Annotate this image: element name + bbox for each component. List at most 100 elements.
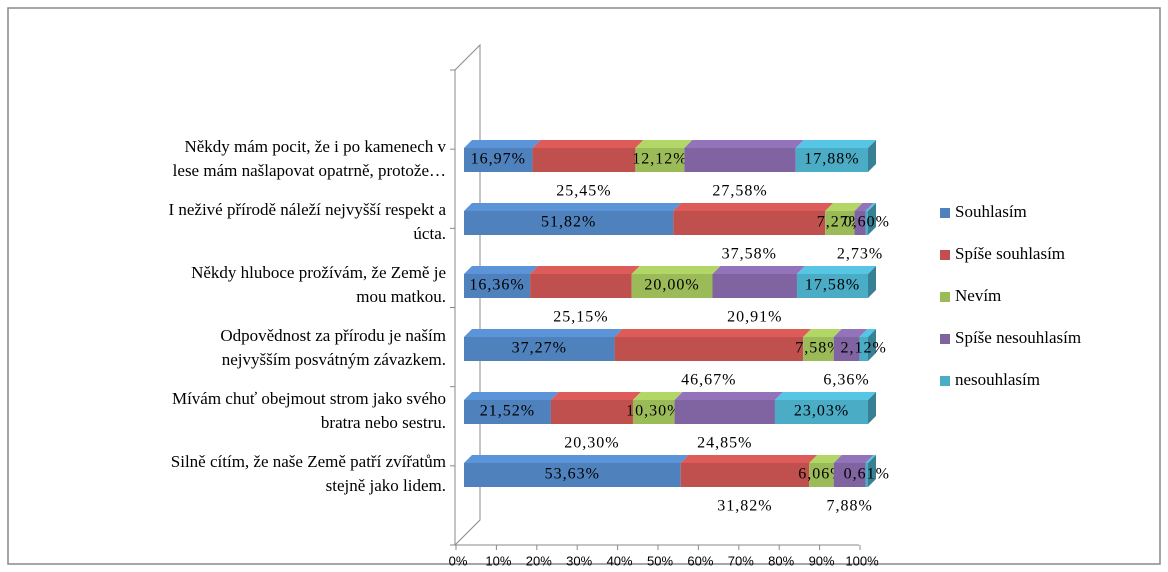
bar	[674, 400, 775, 424]
bar-top	[550, 392, 641, 400]
x-tick-label: 100%	[845, 553, 879, 568]
data-label: 10,30%	[626, 403, 681, 420]
x-tick-label: 40%	[607, 553, 633, 568]
x-tick-label: 30%	[566, 553, 592, 568]
bar-top	[865, 455, 876, 463]
bar-top	[635, 140, 693, 148]
category-label: I neživé přírodě náleží nejvyšší respekt…	[168, 200, 446, 219]
bar	[865, 211, 868, 235]
bar-end	[868, 392, 876, 424]
category-label: lese mám našlapovat opatrně, protože…	[173, 161, 446, 180]
data-label: 53,63%	[545, 466, 600, 483]
bar	[865, 463, 868, 487]
legend-swatch	[940, 292, 950, 302]
data-label: 6,36%	[823, 372, 869, 389]
data-label: 31,82%	[717, 498, 772, 515]
bar-top	[825, 203, 863, 211]
bar	[464, 148, 533, 172]
bar	[795, 148, 868, 172]
x-tick-label: 90%	[809, 553, 835, 568]
bar	[684, 148, 796, 172]
legend-label: Souhlasím	[955, 202, 1027, 221]
bar	[825, 211, 855, 235]
bar-end	[868, 455, 876, 487]
bar	[680, 463, 810, 487]
x-tick-label: 70%	[728, 553, 754, 568]
legend-swatch	[940, 250, 950, 260]
bar	[614, 337, 804, 361]
category-label: Odpovědnost za přírodu je naším	[220, 326, 446, 345]
bar-top	[774, 392, 876, 400]
legend-label: nesouhlasím	[955, 370, 1040, 389]
bar-top	[530, 266, 640, 274]
legend-label: Spíše souhlasím	[955, 244, 1065, 263]
data-label: 20,91%	[727, 309, 782, 326]
bar-top	[631, 266, 721, 274]
data-label: 7,58%	[795, 340, 841, 357]
bar-top	[464, 392, 559, 400]
bar-top	[684, 140, 804, 148]
data-label: 23,03%	[794, 403, 849, 420]
category-label: mou matkou.	[356, 287, 446, 306]
data-label: 6,06%	[798, 466, 844, 483]
data-label: 7,88%	[826, 498, 872, 515]
bar-top	[614, 329, 812, 337]
bar-top	[532, 140, 644, 148]
data-label: 17,58%	[805, 277, 860, 294]
bar-top	[796, 266, 876, 274]
data-label: 37,27%	[512, 340, 567, 357]
bar-top	[674, 392, 783, 400]
bar-top	[809, 455, 842, 463]
data-label: 0,61%	[844, 466, 890, 483]
legend-swatch	[940, 334, 950, 344]
bar-top	[464, 455, 689, 463]
data-label: 16,36%	[469, 277, 524, 294]
x-tick-label: 80%	[768, 553, 794, 568]
bar	[464, 463, 681, 487]
bar-end	[868, 140, 876, 172]
bar	[635, 148, 685, 172]
bar	[774, 400, 868, 424]
bar-top	[680, 455, 818, 463]
bar-top	[859, 329, 876, 337]
bar-top	[673, 203, 834, 211]
bar	[673, 211, 826, 235]
bar-top	[464, 329, 623, 337]
bar	[859, 337, 868, 361]
legend-swatch	[940, 376, 950, 386]
data-label: 0,60%	[844, 214, 890, 231]
bar	[854, 211, 866, 235]
bar	[464, 337, 615, 361]
bar	[632, 400, 675, 424]
legend-label: Nevím	[955, 286, 1001, 305]
legend-label: Spíše nesouhlasím	[955, 328, 1081, 347]
bar-end	[868, 266, 876, 298]
bar-top	[464, 266, 539, 274]
bar-top	[854, 203, 874, 211]
bar	[532, 148, 636, 172]
bar-end	[868, 203, 876, 235]
x-tick-label: 60%	[687, 553, 713, 568]
bar-top	[712, 266, 805, 274]
bar	[464, 400, 551, 424]
data-label: 37,58%	[722, 246, 777, 263]
category-label: nejvyšším posvátným závazkem.	[222, 350, 446, 369]
bar	[550, 400, 633, 424]
bar	[530, 274, 632, 298]
category-label: Mívám chuť obejmout strom jako svého	[172, 389, 446, 408]
data-label: 46,67%	[681, 372, 736, 389]
category-label: úcta.	[413, 224, 446, 243]
x-tick-label: 10%	[485, 553, 511, 568]
data-label: 12,12%	[632, 151, 687, 168]
bar-top	[795, 140, 876, 148]
bar-top	[803, 329, 842, 337]
bar-top	[833, 329, 868, 337]
data-label: 17,88%	[804, 151, 859, 168]
bar	[833, 463, 866, 487]
category-label: bratra nebo sestru.	[321, 413, 446, 432]
bar-top	[464, 140, 541, 148]
x-tick-label: 50%	[647, 553, 673, 568]
data-label: 51,82%	[541, 214, 596, 231]
category-label: Někdy mám pocit, že i po kamenech v	[184, 137, 446, 156]
